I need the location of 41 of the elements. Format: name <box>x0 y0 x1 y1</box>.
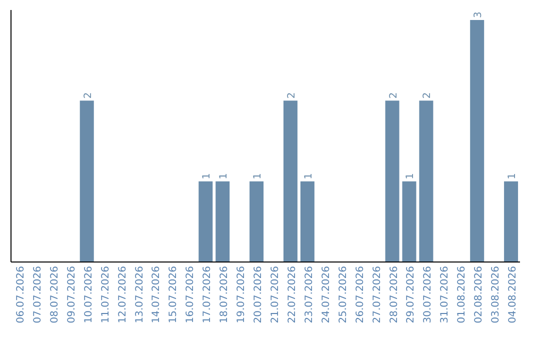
x-tick-label: 28.07.2026 <box>388 266 400 324</box>
data-label: 2 <box>422 92 434 99</box>
x-tick-label: 30.07.2026 <box>422 266 434 324</box>
x-tick-label: 18.07.2026 <box>219 266 230 324</box>
data-label: 1 <box>405 172 416 180</box>
data-label: 2 <box>286 92 298 99</box>
data-label: 1 <box>202 172 213 180</box>
x-tick-label: 12.07.2026 <box>117 266 128 324</box>
x-tick-label: 22.07.2026 <box>286 266 298 324</box>
x-tick-label: 03.08.2026 <box>490 266 502 324</box>
x-tick-label: 23.07.2026 <box>304 266 315 324</box>
x-tick-label: 11.07.2026 <box>100 266 112 324</box>
x-tick-label: 09.07.2026 <box>66 266 78 324</box>
x-tick-label: 17.07.2026 <box>202 266 214 324</box>
x-tick-label: 29.07.2026 <box>406 266 417 324</box>
x-tick-label: 10.07.2026 <box>83 266 94 324</box>
data-label: 3 <box>473 12 484 18</box>
x-tick-label: 16.07.2026 <box>185 266 196 324</box>
data-label: 1 <box>252 172 264 180</box>
x-tick-label: 26.07.2026 <box>354 266 366 324</box>
x-tick-label: 06.07.2026 <box>15 266 26 324</box>
x-tick-label: 20.07.2026 <box>253 266 264 324</box>
data-label: 1 <box>303 172 314 180</box>
x-tick-label: 04.08.2026 <box>508 266 519 324</box>
data-label: 2 <box>388 92 400 99</box>
x-tick-label: 19.07.2026 <box>236 266 248 324</box>
x-tick-label: 24.07.2026 <box>320 266 332 324</box>
x-tick-label: 14.07.2026 <box>151 266 162 324</box>
x-tick-label: 08.07.2026 <box>49 266 60 324</box>
x-tick-label: 01.08.2026 <box>456 266 468 324</box>
x-tick-label: 25.07.2026 <box>338 266 349 324</box>
x-tick-label: 15.07.2026 <box>168 266 180 324</box>
data-label: 1 <box>507 172 518 180</box>
data-label: 2 <box>82 92 94 99</box>
x-tick-label: 13.07.2026 <box>134 266 146 324</box>
x-tick-label: 31.07.2026 <box>440 266 451 324</box>
x-tick-label: 07.07.2026 <box>32 266 44 324</box>
data-label: 1 <box>218 172 230 180</box>
x-tick-label: 02.08.2026 <box>474 266 485 324</box>
x-tick-label: 27.07.2026 <box>372 266 383 324</box>
x-tick-label: 21.07.2026 <box>270 266 281 324</box>
